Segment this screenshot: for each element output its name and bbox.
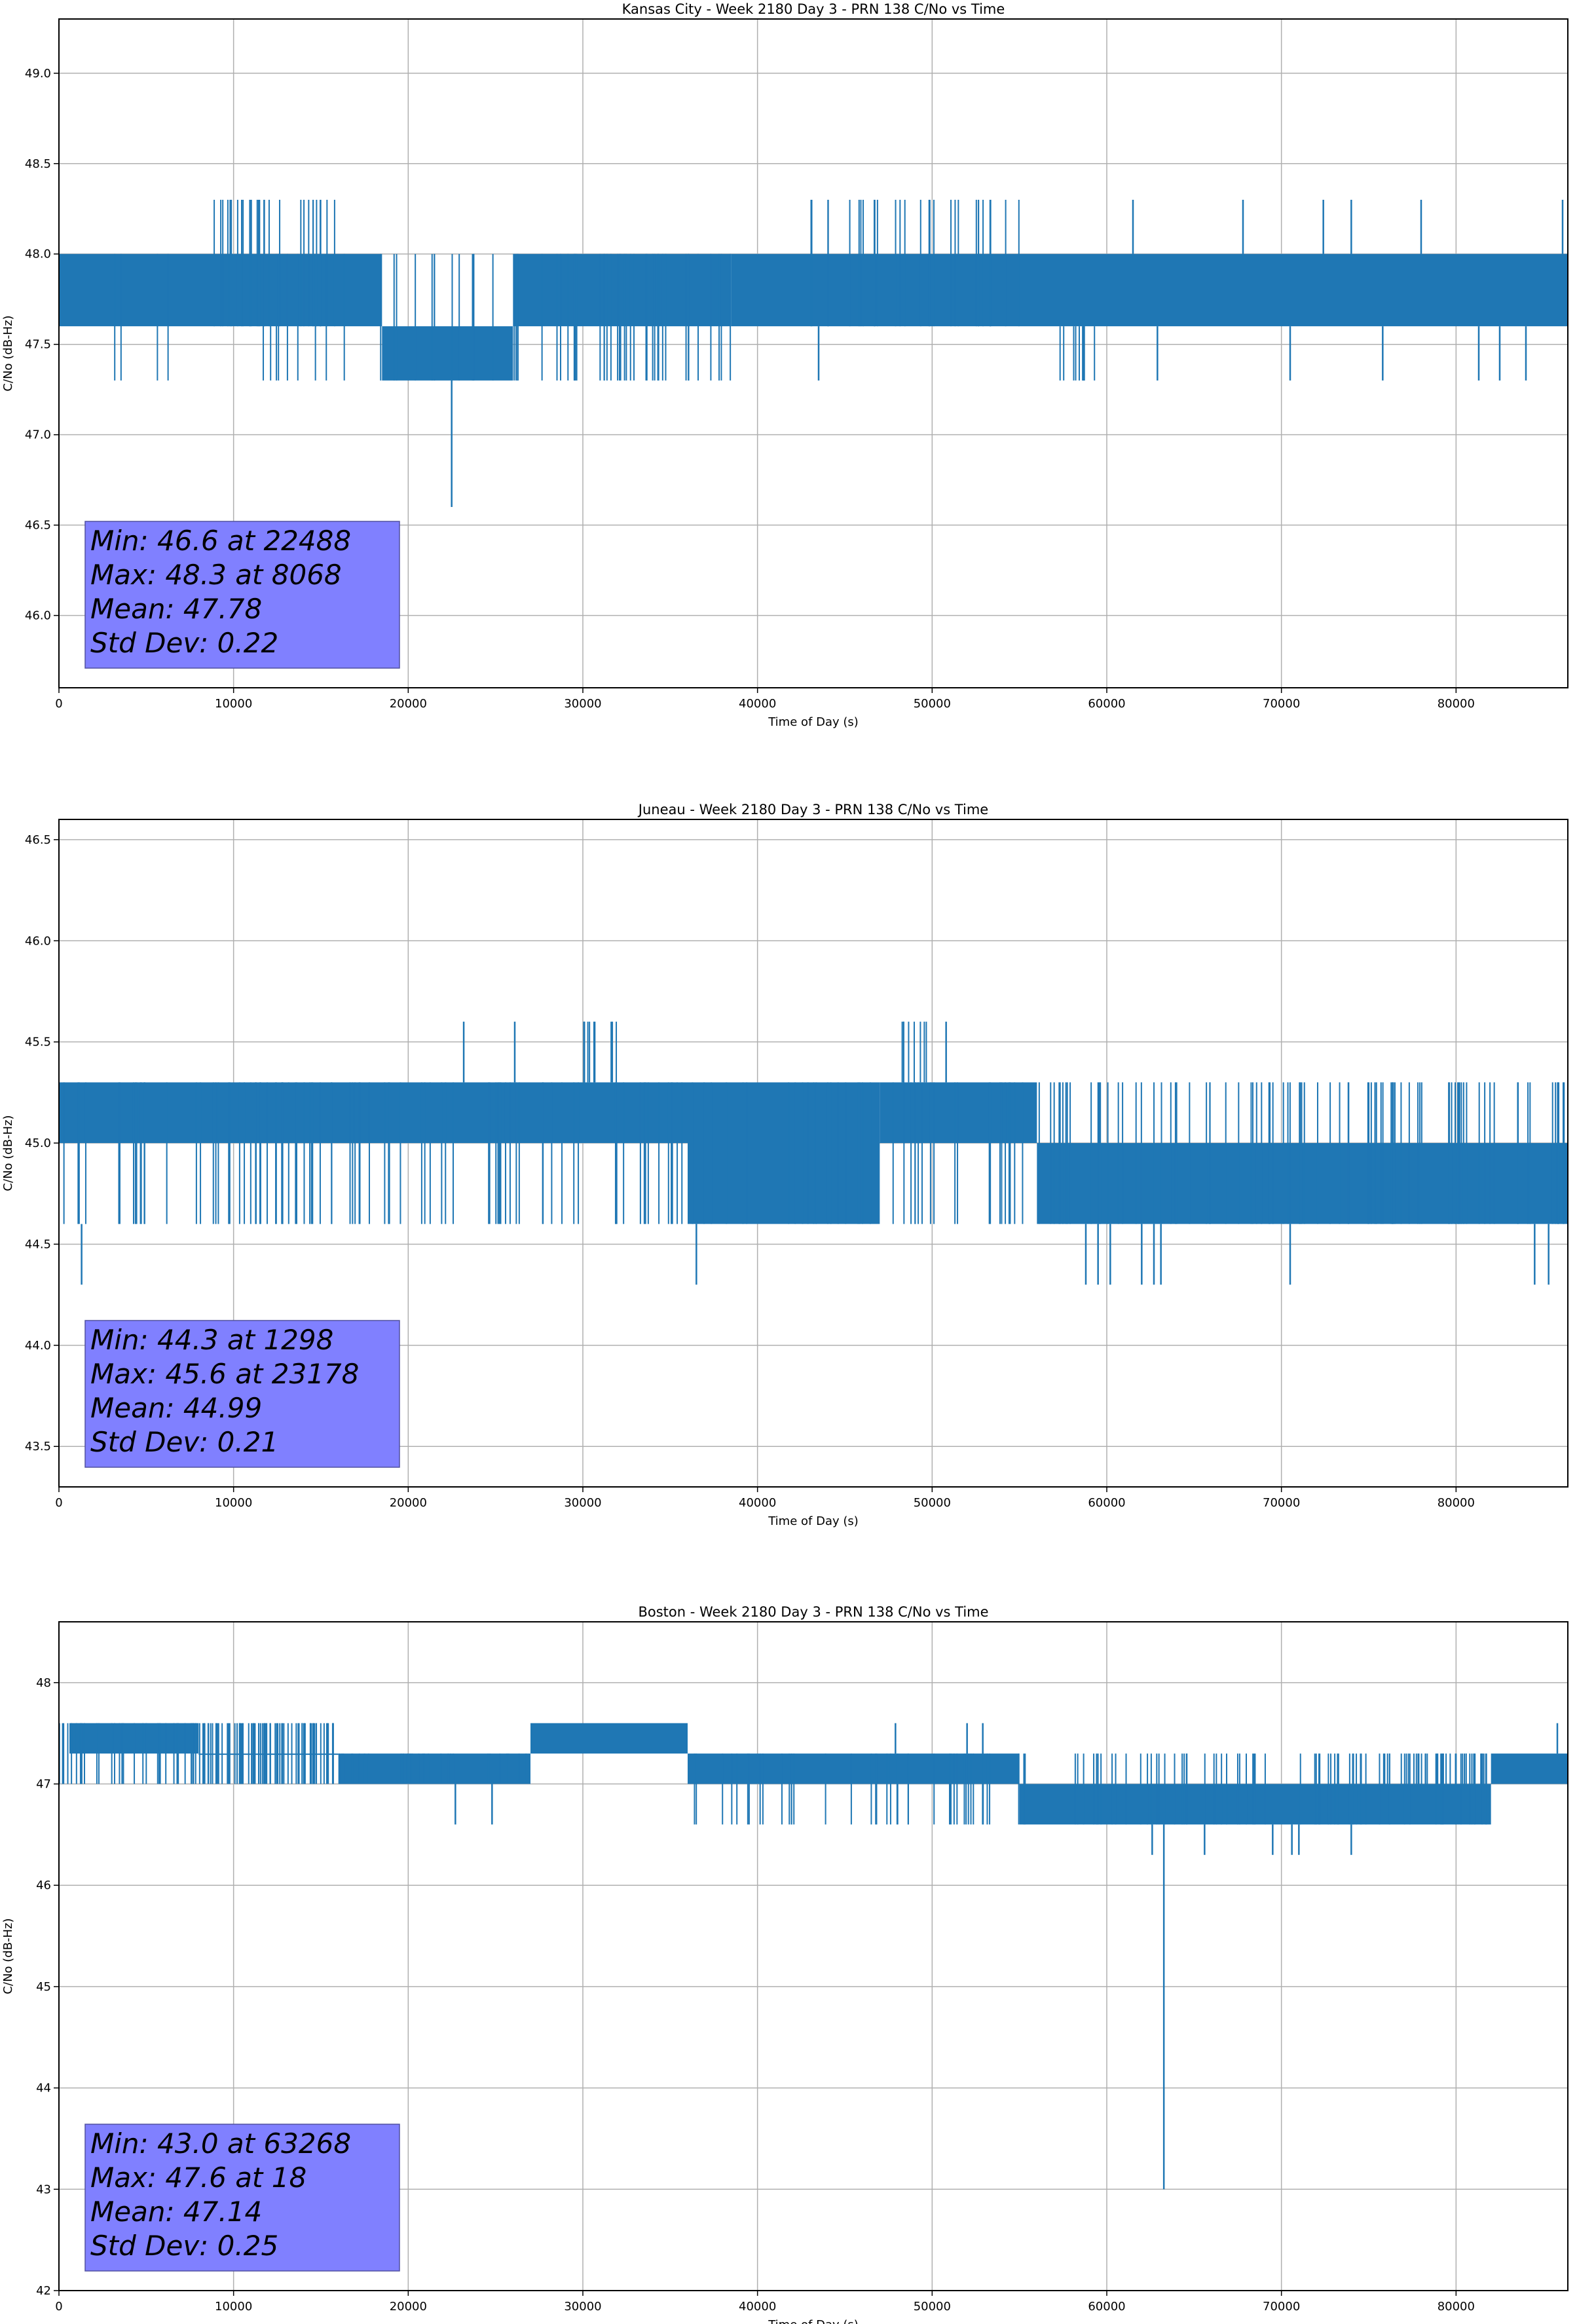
x-tick-label: 30000 [564,2300,601,2314]
stats-line: Max: 45.6 at 23178 [90,1358,359,1390]
data-band [338,1753,530,1784]
stats-line: Max: 48.3 at 8068 [90,559,342,591]
x-tick-label: 0 [55,2300,62,2314]
chart-title: Juneau - Week 2180 Day 3 - PRN 138 C/No … [637,802,988,817]
data-band [731,253,1568,327]
data-band [513,253,732,327]
stats-line: Std Dev: 0.21 [90,1426,278,1458]
y-tick-label: 44.5 [25,1237,51,1251]
stats-box [84,1320,400,1468]
data-series [59,1021,1568,1285]
axes-frame [58,18,1568,688]
y-tick-label: 49.0 [25,67,51,81]
stats-line: Min: 43.0 at 63268 [90,2127,351,2160]
x-tick-label: 80000 [1438,2300,1475,2314]
x-tick-label: 30000 [564,1496,601,1510]
y-tick-label: 43.5 [25,1440,51,1453]
y-tick-label: 47.5 [25,338,51,352]
x-tick-label: 50000 [914,2300,951,2314]
x-tick-label: 10000 [215,2300,252,2314]
x-tick-label: 70000 [1263,2300,1300,2314]
y-axis-label: C/No (dB-Hz) [1,1115,15,1191]
y-tick-label: 46.5 [25,833,51,847]
y-axis-label: C/No (dB-Hz) [1,315,15,391]
stats-line: Mean: 47.78 [90,593,262,625]
axes-frame [58,819,1568,1488]
x-tick-label: 30000 [564,697,601,711]
data-band [1491,1753,1568,1784]
data-band [688,1082,880,1224]
y-axis-label: C/No (dB-Hz) [1,1918,15,1994]
chart-panel-2: Boston - Week 2180 Day 3 - PRN 138 C/No … [1,1604,1568,2324]
x-tick-label: 20000 [390,1496,427,1510]
y-tick-label: 44 [36,2082,51,2095]
data-band [1037,1143,1568,1224]
y-tick-label: 46.0 [25,609,51,623]
data-band [59,1082,688,1144]
x-axis-label: Time of Day (s) [768,1514,859,1528]
x-axis-label: Time of Day (s) [768,2318,859,2324]
y-tick-label: 43 [36,2183,51,2196]
y-tick-label: 46.0 [25,934,51,948]
stats-line: Mean: 47.14 [90,2196,262,2228]
y-tick-label: 46 [36,1879,51,1892]
x-tick-label: 20000 [390,697,427,711]
y-tick-label: 45.0 [25,1136,51,1150]
y-tick-label: 42 [36,2284,51,2298]
y-tick-label: 48.0 [25,248,51,261]
y-tick-label: 47 [36,1778,51,1791]
stats-box [84,2124,400,2272]
data-band [382,326,513,381]
data-band [530,1723,688,1754]
x-axis-label: Time of Day (s) [768,715,859,729]
data-series [58,1723,1568,2190]
stats-line: Mean: 44.99 [90,1392,262,1424]
x-tick-label: 50000 [914,697,951,711]
x-tick-label: 70000 [1263,697,1300,711]
y-tick-label: 46.5 [25,519,51,533]
x-tick-label: 80000 [1438,1496,1475,1510]
x-tick-label: 40000 [739,697,776,711]
x-tick-label: 80000 [1438,697,1475,711]
y-tick-label: 48.5 [25,157,51,171]
data-band [198,1753,339,1755]
data-series [59,199,1568,508]
x-tick-label: 0 [55,1496,62,1510]
chart-title: Boston - Week 2180 Day 3 - PRN 138 C/No … [638,1604,988,1620]
stats-line: Min: 44.3 at 1298 [90,1324,333,1356]
y-tick-label: 45 [36,1980,51,1994]
y-tick-label: 44.0 [25,1339,51,1353]
stats-line: Min: 46.6 at 22488 [90,525,351,557]
stats-line: Max: 47.6 at 18 [90,2162,306,2194]
chart-title: Kansas City - Week 2180 Day 3 - PRN 138 … [622,1,1005,17]
stats-box [84,521,400,669]
x-tick-label: 0 [55,697,62,711]
axes-frame [58,1621,1568,2291]
x-tick-label: 40000 [739,1496,776,1510]
x-tick-label: 40000 [739,2300,776,2314]
x-tick-label: 60000 [1088,1496,1125,1510]
y-tick-label: 47.0 [25,428,51,442]
y-tick-label: 45.5 [25,1036,51,1049]
stats-line: Std Dev: 0.22 [90,627,278,659]
x-tick-label: 50000 [914,1496,951,1510]
stats-line: Std Dev: 0.25 [90,2230,278,2262]
chart-panel-0: Kansas City - Week 2180 Day 3 - PRN 138 … [1,1,1568,729]
x-tick-label: 60000 [1088,2300,1125,2314]
chart-panel-1: Juneau - Week 2180 Day 3 - PRN 138 C/No … [1,802,1568,1528]
y-tick-label: 48 [36,1676,51,1690]
x-tick-label: 60000 [1088,697,1125,711]
data-band [880,1082,1037,1144]
x-tick-label: 10000 [215,1496,252,1510]
x-tick-label: 10000 [215,697,252,711]
x-tick-label: 70000 [1263,1496,1300,1510]
x-tick-label: 20000 [390,2300,427,2314]
